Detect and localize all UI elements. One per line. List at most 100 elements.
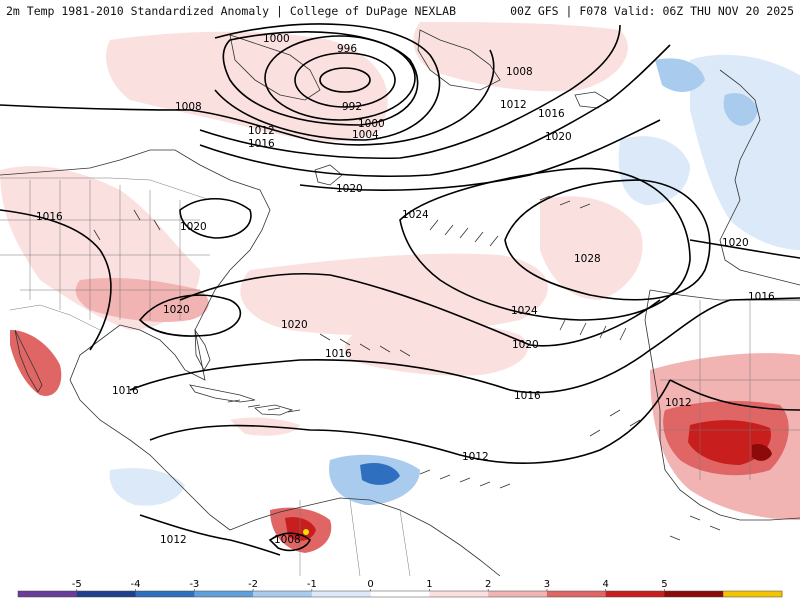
isobar-label: 1020 [722,237,749,249]
wind-barb [227,399,301,413]
isobar-low-992 [294,52,396,108]
anomaly-warm-northeast-canada [106,31,388,142]
colorbar-segment [605,591,665,597]
map-panel: 1000 996 992 1000 1004 1008 1012 1016 10… [0,22,800,576]
isobar-label: 1012 [160,534,187,546]
anomaly-warm-venezuela-peak [303,529,309,535]
isobar-1012-africa [669,379,800,411]
colorbar-tick-label: -3 [189,579,199,590]
isobar-1020-central [179,272,661,347]
coastline-north-america [0,149,271,531]
anomaly-warm-venezuela-core [285,517,316,541]
isobar-1020-gulf [138,294,242,337]
colorbar-segment [194,591,254,597]
isobar-label: 1012 [462,451,489,463]
border-us-mexico [9,304,101,331]
isobar-labels: 1000 996 992 1000 1004 1008 1012 1016 10… [36,33,775,546]
colorbar: -5 -4 -3 -2 -1 0 1 2 3 4 5 [0,576,800,600]
colorbar-tick-label: 0 [367,579,373,590]
isobar-label: 1020 [180,221,207,233]
isobar-1012-north [199,24,621,160]
wind-barb [669,515,721,541]
coastline-cuba [189,384,256,403]
colorbar-tick-label: 2 [485,579,491,590]
anomaly-warm-greenland [413,22,628,92]
isobar-label: 1020 [545,131,572,143]
isobar-label: 1012 [500,99,527,111]
colorbar-tick-label: -4 [131,579,141,590]
anomaly-warm-east-atlantic [540,196,643,300]
isobar-1008-venezuela [268,532,312,552]
coastlines [0,29,800,576]
border-south-america [299,499,411,576]
isobar-label: 1016 [748,291,775,303]
wind-barb [589,409,641,437]
anomaly-cold-mid-atlantic [618,136,690,205]
wind-barb [559,317,627,341]
anomaly-warm-southern-us [75,278,209,322]
isobar-1016-north [199,44,671,178]
anomaly-cold-greenland-sea [655,58,705,92]
coastline-canada-north [229,34,321,101]
anomaly-warm-mexico [10,330,62,396]
border-us-canada [0,177,211,201]
isobar-label: 1008 [175,101,202,113]
anomaly-cold-britain [723,93,758,126]
coastline-florida [194,328,211,371]
map-header: 2m Temp 1981-2010 Standardized Anomaly |… [0,0,800,22]
anomaly-cold-europe [690,54,800,250]
isobar-label: 1020 [281,319,308,331]
anomaly-cold-caribbean-core [360,463,400,485]
map-canvas: 1000 996 992 1000 1004 1008 1012 1016 10… [0,22,800,576]
wind-barb [429,219,499,247]
colorbar-segment [723,591,783,597]
colorbar-segment [370,591,430,597]
header-title: 2m Temp 1981-2010 Standardized Anomaly |… [6,4,457,18]
isobar-label: 1016 [538,108,565,120]
colorbar-segment [135,591,195,597]
political-borders [0,177,800,576]
wind-barb [93,209,161,241]
isobar-1016-west [0,209,112,351]
isobar-label: 1024 [402,209,429,221]
colorbar-segment [76,591,137,597]
wind-barb [419,469,511,489]
warm-anomaly-fill [0,22,800,553]
isobar-label: 1000 [358,118,385,130]
isobar-1000 [222,31,419,126]
isobar-label: 1008 [506,66,533,78]
coastline-south-america [229,497,501,576]
isobar-1016-central [129,297,800,394]
colorbar-segment [664,591,724,597]
isobar-label: 1020 [336,183,363,195]
coastline-baja [14,329,43,393]
isobar-low-center-996 [319,67,371,93]
colorbar-outline [17,590,783,598]
coastline-newfoundland [314,164,343,186]
isobar-1008-north [0,49,495,146]
colorbar-segment [311,591,372,597]
isobar-label: 1012 [248,125,275,137]
anomaly-warm-sahel-peak [752,444,772,461]
colorbar-tick-label: 5 [661,579,667,590]
isobar-1020-east-coast [179,198,252,239]
header-valid-time: 00Z GFS | F078 Valid: 06Z THU NOV 20 202… [510,4,794,18]
isobar-label: 1008 [274,534,301,546]
anomaly-cold-central-america [109,468,185,506]
isobar-label: 1012 [665,397,692,409]
colorbar-segment [546,591,607,597]
isobar-1012-south [139,514,281,556]
border-us-states-1 [29,180,181,320]
wind-barb [319,333,411,357]
isobar-1012-tropics [149,379,671,464]
isobar-1004 [214,23,441,141]
border-africa-1 [660,300,800,480]
colorbar-tick-label: -2 [248,579,258,590]
border-us-states-2 [0,219,210,291]
wind-barbs [93,195,721,541]
colorbar-segment [429,591,489,597]
isobar-label: 1016 [112,385,139,397]
isobar-label: 1028 [574,253,601,265]
isobar-label: 1016 [325,348,352,360]
colorbar-tick-label: -1 [307,579,317,590]
